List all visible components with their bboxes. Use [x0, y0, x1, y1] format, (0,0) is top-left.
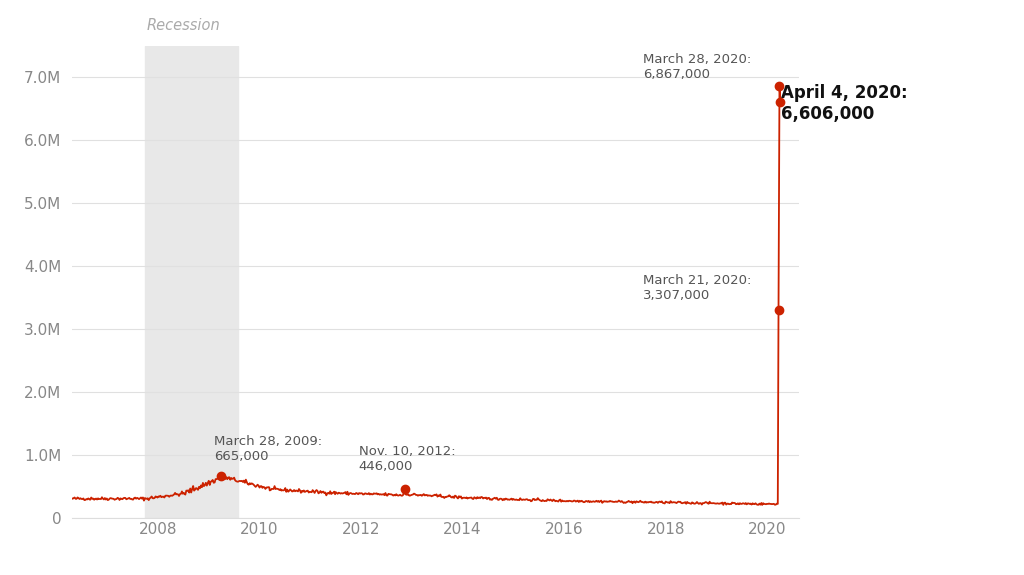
Text: March 21, 2020:
3,307,000: March 21, 2020: 3,307,000 [643, 274, 752, 302]
Text: March 28, 2009:
665,000: March 28, 2009: 665,000 [214, 435, 322, 463]
Bar [145, 46, 239, 518]
Text: April 4, 2020:
6,606,000: April 4, 2020: 6,606,000 [781, 85, 908, 123]
Text: March 28, 2020:
6,867,000: March 28, 2020: 6,867,000 [643, 52, 751, 80]
Text: Nov. 10, 2012:
446,000: Nov. 10, 2012: 446,000 [358, 446, 455, 473]
Text: Recession: Recession [146, 18, 220, 33]
